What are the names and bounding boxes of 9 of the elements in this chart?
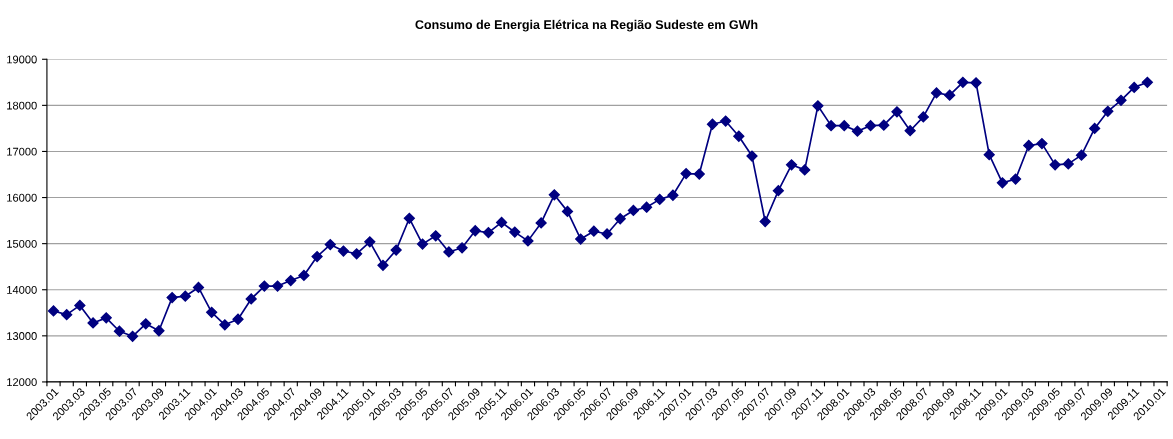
- chart-title: Consumo de Energia Elétrica na Região Sudeste em GWh: [415, 19, 758, 32]
- y-tick-label: 12000: [7, 378, 37, 387]
- y-tick-label: 15000: [7, 239, 37, 248]
- y-tick-label: 19000: [7, 55, 37, 64]
- y-tick-label: 17000: [7, 147, 37, 156]
- y-tick-label: 18000: [7, 101, 37, 110]
- y-tick-label: 14000: [7, 286, 37, 294]
- y-tick-label: 16000: [7, 193, 37, 202]
- y-tick-label: 13000: [7, 332, 37, 340]
